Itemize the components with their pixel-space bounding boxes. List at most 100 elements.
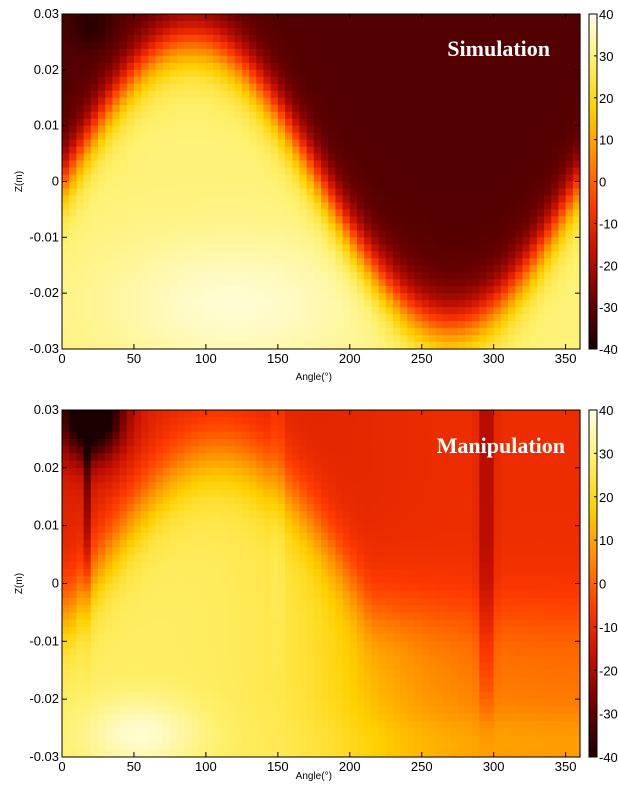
heatmap-cell bbox=[494, 286, 502, 294]
heatmap-cell bbox=[458, 202, 466, 210]
heatmap-cell bbox=[299, 482, 307, 490]
heatmap-cell bbox=[558, 98, 566, 106]
heatmap-cell bbox=[156, 490, 164, 498]
heatmap-cell bbox=[335, 293, 343, 301]
heatmap-cell bbox=[335, 77, 343, 85]
heatmap-cell bbox=[335, 511, 343, 519]
heatmap-cell bbox=[292, 28, 300, 36]
heatmap-cell bbox=[62, 307, 70, 315]
heatmap-cell bbox=[371, 439, 379, 447]
heatmap-cell bbox=[350, 417, 358, 425]
heatmap-cell bbox=[299, 328, 307, 336]
heatmap-cell bbox=[120, 202, 128, 210]
heatmap-cell bbox=[299, 251, 307, 259]
heatmap-cell bbox=[335, 439, 343, 447]
heatmap-cell bbox=[112, 56, 120, 64]
heatmap-cell bbox=[299, 237, 307, 245]
heatmap-cell bbox=[415, 279, 423, 287]
heatmap-cell bbox=[134, 424, 142, 432]
heatmap-cell bbox=[256, 49, 264, 57]
heatmap-cell bbox=[573, 195, 581, 203]
heatmap-cell bbox=[544, 168, 552, 176]
heatmap-cell bbox=[314, 195, 322, 203]
heatmap-cell bbox=[299, 49, 307, 57]
heatmap-cell bbox=[357, 432, 365, 440]
heatmap-cell bbox=[299, 209, 307, 217]
heatmap-cell bbox=[192, 497, 200, 505]
heatmap-cell bbox=[170, 504, 178, 512]
heatmap-cell bbox=[213, 140, 221, 148]
heatmap-cell bbox=[170, 21, 178, 29]
heatmap-cell bbox=[184, 161, 192, 169]
heatmap-cell bbox=[127, 168, 135, 176]
heatmap-cell bbox=[350, 147, 358, 155]
heatmap-cell bbox=[321, 35, 329, 43]
heatmap-cell bbox=[156, 555, 164, 563]
heatmap-cell bbox=[84, 533, 92, 541]
heatmap-cell bbox=[443, 314, 451, 322]
heatmap-cell bbox=[69, 293, 77, 301]
heatmap-cell bbox=[494, 84, 502, 92]
heatmap-cell bbox=[458, 342, 466, 350]
heatmap-cell bbox=[278, 279, 286, 287]
heatmap-cell bbox=[544, 126, 552, 134]
heatmap-cell bbox=[184, 209, 192, 217]
heatmap-cell bbox=[386, 77, 394, 85]
heatmap-cell bbox=[249, 56, 257, 64]
heatmap-cell bbox=[458, 300, 466, 308]
heatmap-cell bbox=[544, 410, 552, 418]
heatmap-cell bbox=[364, 504, 372, 512]
heatmap-cell bbox=[163, 511, 171, 519]
heatmap-cell bbox=[307, 547, 315, 555]
heatmap-cell bbox=[386, 216, 394, 224]
heatmap-cell bbox=[199, 112, 207, 120]
heatmap-cell bbox=[242, 335, 250, 343]
heatmap-cell bbox=[177, 272, 185, 280]
heatmap-cell bbox=[407, 314, 415, 322]
heatmap-cell bbox=[170, 482, 178, 490]
heatmap-cell bbox=[530, 182, 538, 190]
heatmap-cell bbox=[192, 126, 200, 134]
heatmap-cell bbox=[148, 244, 156, 252]
heatmap-cell bbox=[242, 168, 250, 176]
heatmap-cell bbox=[112, 482, 120, 490]
heatmap-cell bbox=[307, 432, 315, 440]
heatmap-cell bbox=[386, 98, 394, 106]
heatmap-cell bbox=[148, 511, 156, 519]
heatmap-cell bbox=[170, 91, 178, 99]
heatmap-cell bbox=[350, 300, 358, 308]
heatmap-cell bbox=[62, 98, 70, 106]
heatmap-cell bbox=[235, 77, 243, 85]
heatmap-cell bbox=[242, 453, 250, 461]
heatmap-cell bbox=[242, 49, 250, 57]
heatmap-cell bbox=[141, 342, 149, 350]
heatmap-cell bbox=[443, 244, 451, 252]
heatmap-cell bbox=[292, 475, 300, 483]
heatmap-cell bbox=[227, 300, 235, 308]
heatmap-cell bbox=[393, 293, 401, 301]
heatmap-cell bbox=[98, 223, 106, 231]
heatmap-cell bbox=[156, 223, 164, 231]
heatmap-cell bbox=[393, 223, 401, 231]
heatmap-cell bbox=[98, 168, 106, 176]
heatmap-cell bbox=[429, 182, 437, 190]
heatmap-cell bbox=[163, 504, 171, 512]
heatmap-cell bbox=[479, 300, 487, 308]
heatmap-cell bbox=[530, 497, 538, 505]
heatmap-cell bbox=[105, 453, 113, 461]
heatmap-cell bbox=[278, 314, 286, 322]
heatmap-cell bbox=[177, 258, 185, 266]
heatmap-cell bbox=[271, 119, 279, 127]
heatmap-cell bbox=[184, 35, 192, 43]
heatmap-cell bbox=[235, 497, 243, 505]
heatmap-cell bbox=[530, 321, 538, 329]
heatmap-cell bbox=[508, 230, 516, 238]
heatmap-cell bbox=[105, 237, 113, 245]
heatmap-cell bbox=[307, 497, 315, 505]
heatmap-cell bbox=[62, 511, 70, 519]
heatmap-cell bbox=[84, 547, 92, 555]
heatmap-cell bbox=[227, 77, 235, 85]
heatmap-cell bbox=[357, 230, 365, 238]
heatmap-cell bbox=[393, 49, 401, 57]
heatmap-cell bbox=[141, 223, 149, 231]
